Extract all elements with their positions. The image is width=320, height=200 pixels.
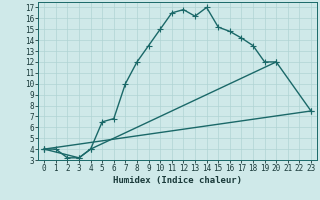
X-axis label: Humidex (Indice chaleur): Humidex (Indice chaleur) bbox=[113, 176, 242, 185]
